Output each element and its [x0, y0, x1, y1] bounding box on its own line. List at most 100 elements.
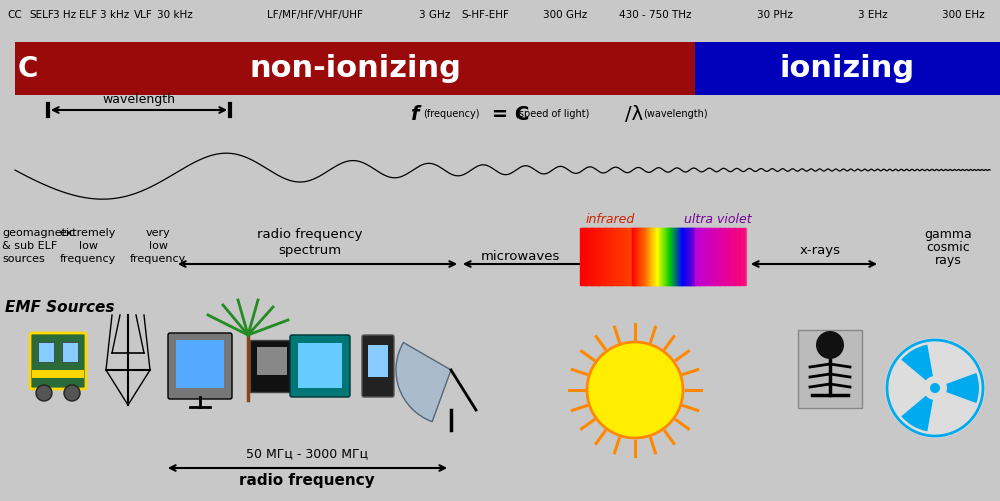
Bar: [678, 228, 679, 285]
Bar: [608, 228, 609, 285]
Circle shape: [816, 331, 844, 359]
Bar: [674, 228, 675, 285]
Bar: [700, 228, 701, 285]
Bar: [614, 228, 615, 285]
Bar: [642, 228, 644, 285]
Text: 3 GHz: 3 GHz: [419, 10, 451, 20]
Bar: [638, 228, 639, 285]
Text: radio frequency: radio frequency: [239, 473, 375, 488]
Bar: [724, 228, 726, 285]
Bar: [660, 228, 661, 285]
Bar: [652, 228, 654, 285]
Bar: [634, 228, 635, 285]
Bar: [654, 228, 655, 285]
FancyBboxPatch shape: [362, 335, 394, 397]
Bar: [737, 228, 738, 285]
Bar: [250, 340, 294, 392]
Text: LF/MF/HF/VHF/UHF: LF/MF/HF/VHF/UHF: [267, 10, 363, 20]
Bar: [641, 228, 642, 285]
Text: ultra violet: ultra violet: [684, 213, 752, 226]
Bar: [670, 228, 671, 285]
Bar: [652, 228, 653, 285]
Bar: [743, 228, 745, 285]
Bar: [654, 228, 655, 285]
Text: frequency: frequency: [60, 254, 116, 264]
Bar: [702, 228, 703, 285]
Text: (wavelength): (wavelength): [643, 109, 708, 119]
Bar: [623, 228, 625, 285]
Bar: [742, 228, 743, 285]
Bar: [659, 228, 660, 285]
Bar: [695, 42, 1000, 95]
Bar: [610, 228, 612, 285]
Bar: [626, 228, 627, 285]
Bar: [691, 228, 692, 285]
Text: 30 PHz: 30 PHz: [757, 10, 793, 20]
Bar: [584, 228, 586, 285]
Text: gamma: gamma: [924, 228, 972, 241]
Bar: [649, 228, 650, 285]
Bar: [736, 228, 737, 285]
Text: ionizing: ionizing: [780, 54, 915, 83]
Bar: [628, 228, 629, 285]
Bar: [718, 228, 720, 285]
Bar: [635, 228, 636, 285]
Text: frequency: frequency: [130, 254, 186, 264]
Text: SELF: SELF: [30, 10, 54, 20]
Bar: [675, 228, 676, 285]
Bar: [729, 228, 730, 285]
Bar: [726, 228, 727, 285]
Bar: [739, 228, 740, 285]
Text: visible: visible: [642, 268, 682, 281]
Bar: [664, 228, 665, 285]
Bar: [606, 228, 607, 285]
Bar: [643, 228, 644, 285]
Bar: [675, 228, 676, 285]
Bar: [665, 228, 666, 285]
Bar: [661, 228, 662, 285]
Wedge shape: [396, 343, 451, 422]
Bar: [707, 228, 708, 285]
Bar: [641, 228, 642, 285]
Bar: [712, 228, 713, 285]
Bar: [587, 228, 588, 285]
Bar: [601, 228, 602, 285]
Bar: [671, 228, 672, 285]
Bar: [646, 228, 647, 285]
Text: 300 GHz: 300 GHz: [543, 10, 587, 20]
Bar: [613, 228, 614, 285]
Bar: [735, 228, 736, 285]
Bar: [683, 228, 684, 285]
Bar: [671, 228, 672, 285]
Bar: [727, 228, 728, 285]
Text: geomagnetic: geomagnetic: [2, 228, 75, 238]
Bar: [617, 228, 619, 285]
Bar: [590, 228, 591, 285]
Bar: [667, 228, 668, 285]
Bar: [682, 228, 683, 285]
Text: EMF Sources: EMF Sources: [5, 300, 114, 315]
Bar: [298, 343, 342, 388]
Bar: [651, 228, 652, 285]
Bar: [656, 228, 657, 285]
Bar: [622, 228, 624, 285]
Bar: [640, 228, 641, 285]
Bar: [687, 228, 688, 285]
Bar: [661, 228, 662, 285]
Bar: [711, 228, 712, 285]
Bar: [664, 228, 665, 285]
Bar: [690, 228, 691, 285]
Bar: [658, 228, 659, 285]
Bar: [673, 228, 674, 285]
Bar: [635, 228, 636, 285]
Bar: [632, 228, 633, 285]
Bar: [705, 228, 706, 285]
FancyBboxPatch shape: [290, 335, 350, 397]
Bar: [616, 228, 618, 285]
Text: radio frequency: radio frequency: [257, 228, 363, 241]
Bar: [639, 228, 640, 285]
Bar: [659, 228, 660, 285]
Bar: [662, 228, 663, 285]
Circle shape: [587, 342, 683, 438]
Bar: [722, 228, 724, 285]
